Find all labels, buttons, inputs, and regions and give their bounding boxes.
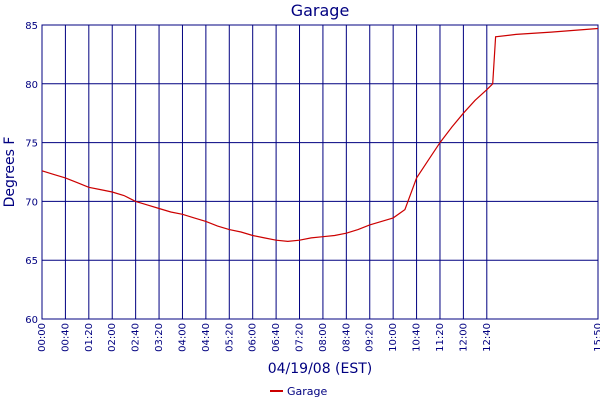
x-tick-label: 07:20	[295, 323, 306, 352]
x-tick-label: 00:40	[60, 323, 71, 352]
y-tick-label: 70	[25, 197, 38, 208]
x-tick-label: 02:40	[131, 323, 142, 352]
plot-frame	[41, 24, 599, 320]
y-tick-labels: 60 65 70 75 80 85	[25, 21, 38, 326]
x-tick-label: 05:20	[224, 323, 235, 352]
x-tick-label: 01:20	[84, 323, 95, 352]
x-tick-label: 15:50	[593, 323, 600, 352]
x-axis-label: 04/19/08 (EST)	[268, 361, 373, 377]
plot-grid	[41, 24, 599, 320]
y-axis-label: Degrees F	[2, 137, 18, 208]
x-tick-label: 08:40	[341, 323, 352, 352]
legend: Garage	[270, 385, 328, 398]
x-tick-label: 08:00	[318, 323, 329, 352]
series-line-garage	[41, 27, 599, 243]
y-tick-label: 75	[25, 139, 38, 150]
x-tick-label: 04:00	[177, 323, 188, 352]
x-tick-label: 12:40	[482, 323, 493, 352]
x-tick-label: 12:00	[458, 323, 469, 352]
x-tick-label: 04:40	[201, 323, 212, 352]
y-tick-label: 60	[25, 315, 38, 326]
x-tick-label: 00:00	[37, 323, 48, 352]
x-tick-label: 10:00	[388, 323, 399, 352]
x-tick-label: 02:00	[107, 323, 118, 352]
x-tick-label: 10:40	[412, 323, 423, 352]
x-tick-label: 03:20	[154, 323, 165, 352]
chart-title: Garage	[291, 1, 350, 20]
x-tick-label: 06:00	[248, 323, 259, 352]
x-tick-label: 11:20	[435, 323, 446, 352]
x-tick-label: 06:40	[271, 323, 282, 352]
legend-label-garage: Garage	[287, 385, 328, 398]
x-tick-labels: 00:00 00:40 01:20 02:00 02:40 03:20 04:00 04:40…	[37, 323, 600, 352]
y-tick-label: 85	[25, 21, 38, 32]
y-tick-label: 65	[25, 256, 38, 267]
x-tick-label: 09:20	[365, 323, 376, 352]
y-tick-label: 80	[25, 80, 38, 91]
